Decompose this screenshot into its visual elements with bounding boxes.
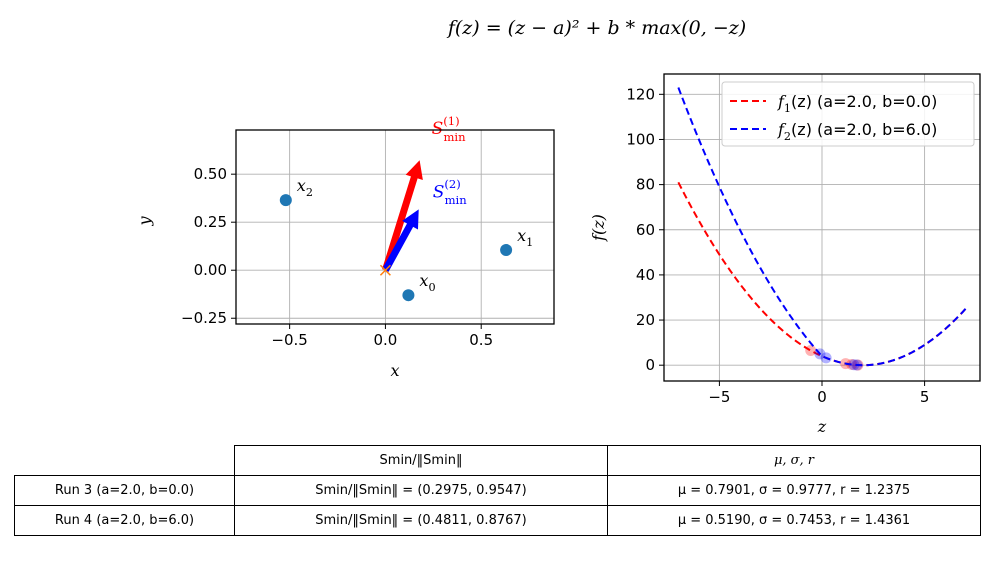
right-plot: −5 0 5 0 20 40 60 80 100 120 f1(z) (a=2.0, b=0.0) f… bbox=[589, 73, 981, 436]
table-cell-stats: μ = 0.5190, σ = 0.7453, r = 1.4361 bbox=[607, 505, 981, 536]
series-marker-f1 bbox=[846, 359, 858, 371]
y-axis-label: y bbox=[135, 216, 154, 227]
table-cell-norm: Smin/‖Smin‖ = (0.4811, 0.8767) bbox=[234, 505, 608, 536]
table-header-row: Smin/‖Smin‖ μ, σ, r bbox=[14, 445, 981, 476]
y-tick-label: 0 bbox=[645, 356, 655, 374]
table-cell-norm: Smin/‖Smin‖ = (0.2975, 0.9547) bbox=[234, 475, 608, 506]
table-cell-run-label: Run 3 (a=2.0, b=0.0) bbox=[14, 475, 235, 506]
y-tick-label: 80 bbox=[636, 176, 655, 194]
figure-title: f(z) = (z − a)² + b * max(0, −z) bbox=[446, 17, 746, 39]
series-marker-f2 bbox=[820, 352, 832, 364]
x-tick-label: −0.5 bbox=[271, 331, 307, 349]
y-tick-label: 40 bbox=[636, 266, 655, 284]
arrow-label-s-min-2: S(2) min bbox=[433, 177, 468, 207]
figure: f(z) = (z − a)² + b * max(0, −z) −0.5 0.0… bbox=[135, 17, 981, 436]
table-cell-stats: μ = 0.7901, σ = 0.9777, r = 1.2375 bbox=[607, 475, 981, 506]
legend-label-f2: f2(z) (a=2.0, b=6.0) bbox=[777, 120, 937, 143]
arrow-s-min-2 bbox=[382, 209, 419, 272]
y-tick-label: 0.00 bbox=[194, 261, 227, 279]
y-tick-label: 0.25 bbox=[194, 213, 227, 231]
point-x0 bbox=[402, 289, 415, 302]
arrow-s-min-1 bbox=[382, 160, 423, 272]
legend-box bbox=[721, 81, 975, 147]
x-tick-label: 5 bbox=[920, 388, 930, 406]
x-tick-label: −5 bbox=[708, 388, 730, 406]
table-row: Run 4 (a=2.0, b=6.0) Smin/‖Smin‖ = (0.48… bbox=[14, 505, 981, 536]
point-label-x1: x1 bbox=[517, 226, 533, 249]
y-tick-label: 100 bbox=[626, 130, 655, 148]
y-tick-label: −0.25 bbox=[181, 309, 227, 327]
point-label-x0: x0 bbox=[419, 271, 435, 294]
origin-marker bbox=[379, 264, 391, 276]
results-table: Smin/‖Smin‖ μ, σ, r Run 3 (a=2.0, b=0.0)… bbox=[14, 445, 981, 536]
axes-frame bbox=[235, 129, 555, 325]
series-marker-f1 bbox=[805, 345, 817, 357]
axes-frame bbox=[663, 73, 981, 382]
legend-label-f1: f1(z) (a=2.0, b=0.0) bbox=[777, 92, 937, 115]
point-x1 bbox=[500, 244, 513, 257]
series-marker-f2 bbox=[848, 359, 860, 371]
y-tick-label: 120 bbox=[626, 85, 655, 103]
table-cell-run-label: Run 4 (a=2.0, b=6.0) bbox=[14, 505, 235, 536]
x-tick-label: 0.0 bbox=[373, 331, 397, 349]
table-header-stats: μ, σ, r bbox=[607, 445, 981, 476]
x-tick-label: 0 bbox=[817, 388, 827, 406]
y-tick-label: 20 bbox=[636, 311, 655, 329]
x-axis-label: z bbox=[817, 417, 827, 436]
point-x2 bbox=[279, 194, 292, 207]
table-header-empty bbox=[14, 445, 235, 476]
series-marker-f2 bbox=[814, 348, 826, 360]
x-axis-label: x bbox=[390, 361, 399, 380]
arrow-label-s-min-1: S(1) min bbox=[432, 114, 467, 144]
y-tick-label: 60 bbox=[636, 221, 655, 239]
table-header-norm: Smin/‖Smin‖ bbox=[234, 445, 608, 476]
x-tick-label: 0.5 bbox=[469, 331, 493, 349]
series-marker-f2 bbox=[851, 359, 863, 371]
y-axis-label: f(z) bbox=[589, 214, 608, 242]
point-label-x2: x2 bbox=[297, 176, 313, 199]
series-line-f2 bbox=[677, 87, 967, 367]
y-tick-label: 0.50 bbox=[194, 165, 227, 183]
table-row: Run 3 (a=2.0, b=0.0) Smin/‖Smin‖ = (0.29… bbox=[14, 475, 981, 506]
left-plot: −0.5 0.0 0.5 −0.25 0.00 0.25 0.50 S(1) min S(2) mi… bbox=[135, 114, 555, 380]
